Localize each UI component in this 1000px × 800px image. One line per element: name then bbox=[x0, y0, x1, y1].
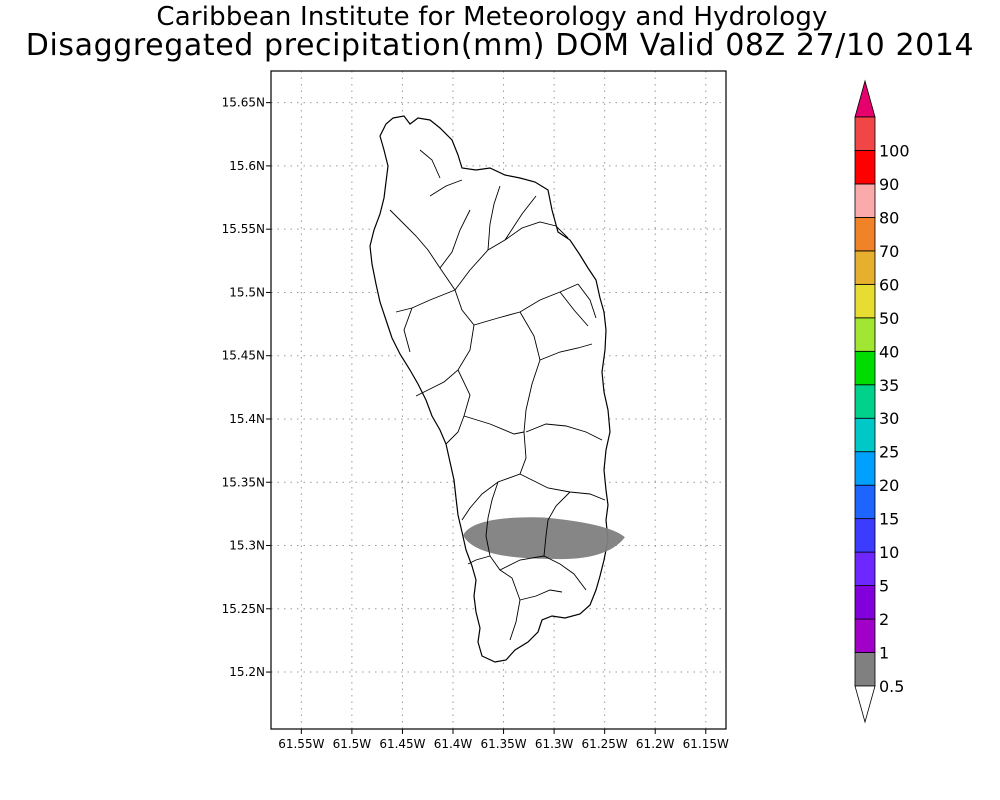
colorbar-swatch bbox=[854, 150, 876, 185]
colorbar-level-label: 60 bbox=[879, 275, 899, 294]
lat-tick-label: 15.45N bbox=[222, 349, 265, 363]
colorbar-swatch bbox=[854, 350, 876, 386]
lon-tick-label: 61.4W bbox=[434, 737, 473, 751]
colorbar-level-label: 50 bbox=[879, 309, 899, 328]
lon-tick-label: 61.25W bbox=[582, 737, 628, 751]
colorbar-level-label: 80 bbox=[879, 208, 899, 227]
lon-tick-label: 61.55W bbox=[278, 737, 324, 751]
colorbar-swatch bbox=[854, 384, 876, 419]
product-title: Disaggregated precipitation(mm) DOM Vali… bbox=[25, 28, 975, 63]
colorbar-level-label: 0.5 bbox=[879, 677, 904, 696]
lat-tick-label: 15.2N bbox=[229, 665, 265, 679]
colorbar-level-label: 1 bbox=[879, 644, 889, 663]
lat-tick-label: 15.25N bbox=[222, 602, 265, 616]
colorbar-swatch bbox=[854, 585, 876, 620]
colorbar-level-label: 2 bbox=[879, 610, 889, 629]
map-frame bbox=[270, 70, 727, 730]
colorbar-over-triangle bbox=[854, 79, 876, 118]
colorbar-swatch bbox=[854, 317, 876, 352]
dominica-island bbox=[369, 115, 611, 663]
colorbar-level-label: 90 bbox=[879, 175, 899, 194]
colorbar-swatch bbox=[854, 518, 876, 553]
colorbar-swatch bbox=[854, 484, 876, 520]
lat-tick-label: 15.6N bbox=[229, 159, 265, 173]
colorbar-swatch bbox=[854, 618, 876, 653]
lon-tick-label: 61.2W bbox=[636, 737, 675, 751]
colorbar-swatch bbox=[854, 183, 876, 218]
precip-band-0.5-1mm bbox=[463, 517, 625, 560]
colorbar-under-triangle bbox=[854, 685, 876, 724]
map-axes: 61.55W 61.5W 61.45W 61.4W 61.35W 61.3W 61.25W 6… bbox=[222, 96, 729, 751]
colorbar-level-label: 15 bbox=[879, 510, 899, 529]
colorbar-swatch bbox=[854, 551, 876, 586]
lon-tick-label: 61.5W bbox=[333, 737, 372, 751]
colorbar-level-label: 20 bbox=[879, 476, 899, 495]
colorbar-swatch bbox=[854, 116, 876, 151]
colorbar-level-label: 5 bbox=[879, 577, 889, 596]
colorbar-level-label: 100 bbox=[879, 141, 910, 160]
colorbar-level-label: 40 bbox=[879, 342, 899, 361]
colorbar-level-label: 35 bbox=[879, 376, 899, 395]
lon-tick-label: 61.35W bbox=[480, 737, 526, 751]
lat-tick-label: 15.4N bbox=[229, 412, 265, 426]
island-coastline bbox=[369, 115, 611, 663]
colorbar-swatch bbox=[854, 250, 876, 285]
lat-tick-label: 15.5N bbox=[229, 285, 265, 299]
colorbar-level-label: 30 bbox=[879, 409, 899, 428]
lon-tick-label: 61.3W bbox=[535, 737, 574, 751]
lon-tick-label: 61.15W bbox=[683, 737, 729, 751]
lat-tick-label: 15.35N bbox=[222, 475, 265, 489]
colorbar-swatch bbox=[854, 451, 876, 486]
colorbar-level-label: 25 bbox=[879, 443, 899, 462]
colorbar-level-label: 70 bbox=[879, 242, 899, 261]
colorbar-swatch bbox=[854, 417, 876, 453]
lat-tick-label: 15.65N bbox=[222, 96, 265, 110]
colorbar-swatch bbox=[854, 652, 876, 687]
colorbar-level-label: 10 bbox=[879, 543, 899, 562]
colorbar-swatch bbox=[854, 217, 876, 252]
lat-tick-label: 15.55N bbox=[222, 222, 265, 236]
lat-tick-label: 15.3N bbox=[229, 539, 265, 553]
colorbar-swatch bbox=[854, 283, 876, 319]
institute-title: Caribbean Institute for Meteorology and … bbox=[156, 2, 828, 32]
lon-tick-label: 61.45W bbox=[379, 737, 425, 751]
